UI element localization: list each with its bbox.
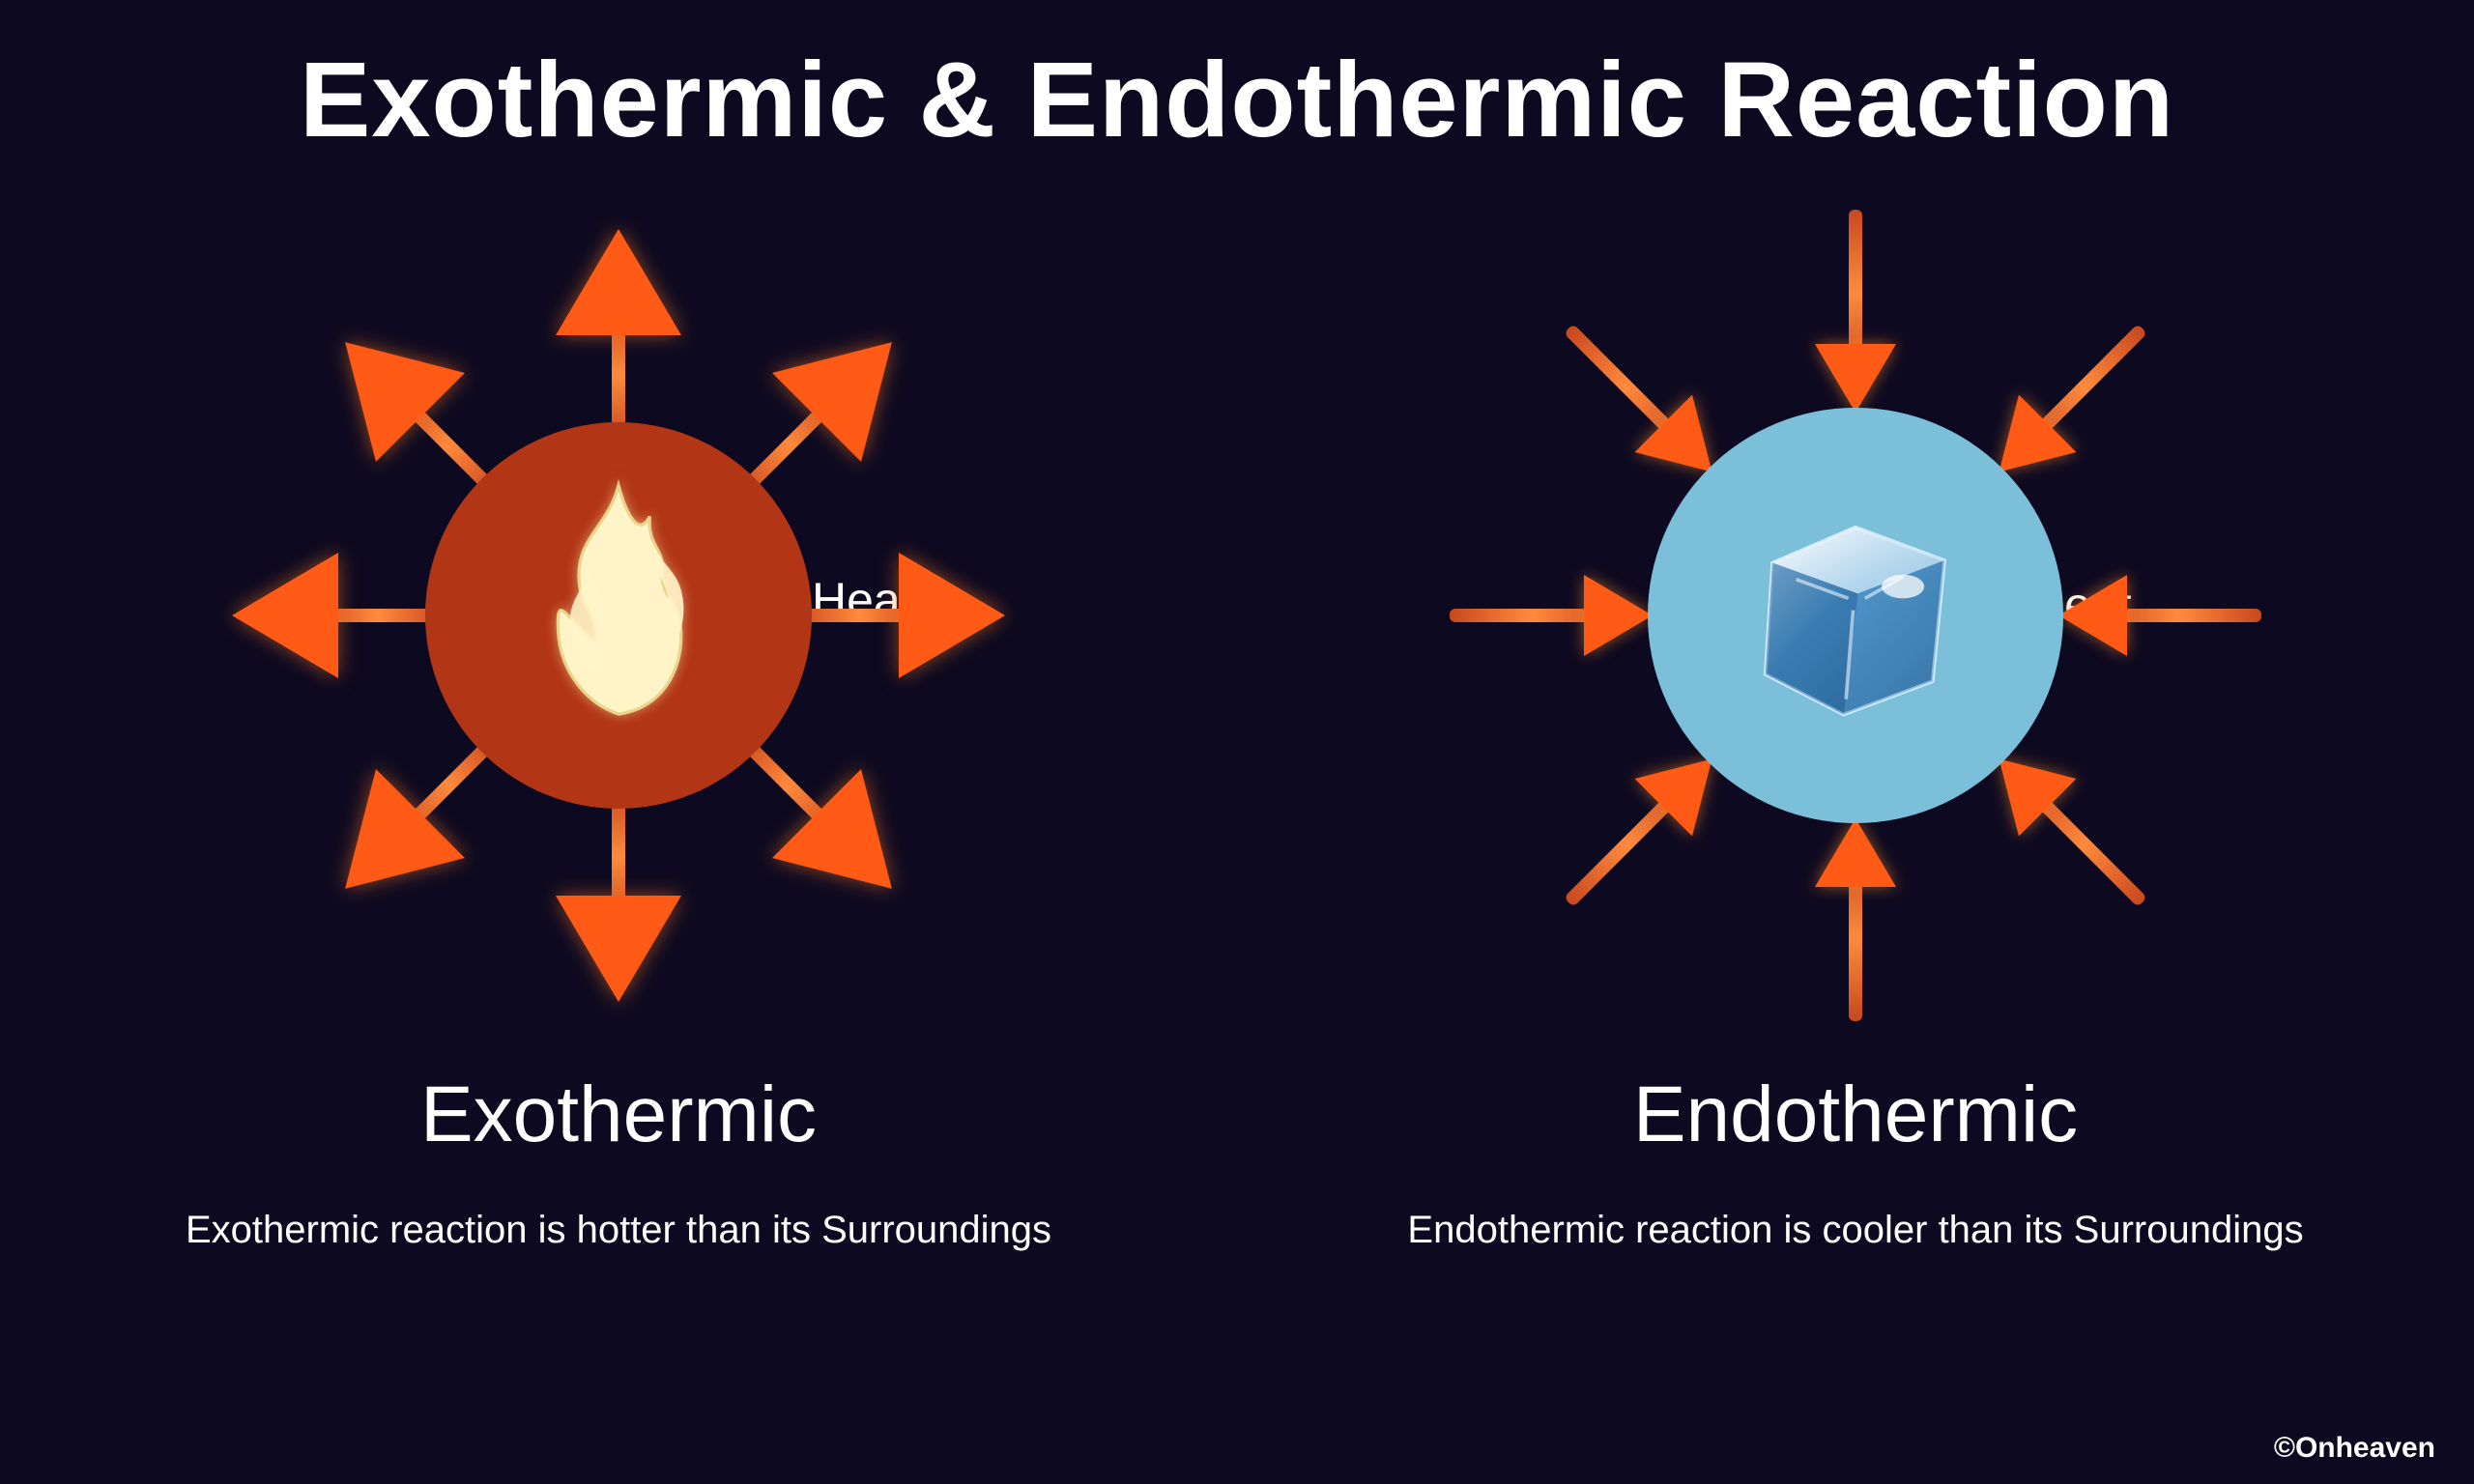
flame-icon-wrap [222,219,1015,1012]
endothermic-diagram: Heat [1459,219,2252,1012]
exothermic-desc: Exothermic reaction is hotter than its S… [186,1209,1051,1252]
ice-icon-wrap [1459,219,2252,1012]
exothermic-panel: Heat Exothermic Exothermic reaction is h… [87,219,1150,1252]
endothermic-panel: Heat Endothermic Endothermic reaction is… [1324,219,2387,1252]
copyright-text: ©Onheaven [2274,1432,2435,1465]
endothermic-desc: Endothermic reaction is cooler than its … [1407,1209,2303,1252]
exothermic-diagram: Heat [222,219,1015,1012]
endothermic-title: Endothermic [1633,1070,2078,1160]
page-title: Exothermic & Endothermic Reaction [0,0,2474,161]
flame-icon [512,474,725,745]
ice-icon [1725,480,1986,741]
exothermic-title: Exothermic [420,1070,817,1160]
panels-row: Heat Exothermic Exothermic reaction is h… [0,161,2474,1252]
